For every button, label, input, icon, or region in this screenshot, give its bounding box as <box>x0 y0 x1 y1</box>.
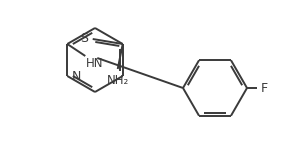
Text: N: N <box>71 69 81 82</box>
Text: S: S <box>80 32 88 45</box>
Text: NH₂: NH₂ <box>107 74 129 87</box>
Text: F: F <box>261 82 268 95</box>
Text: HN: HN <box>86 57 104 70</box>
